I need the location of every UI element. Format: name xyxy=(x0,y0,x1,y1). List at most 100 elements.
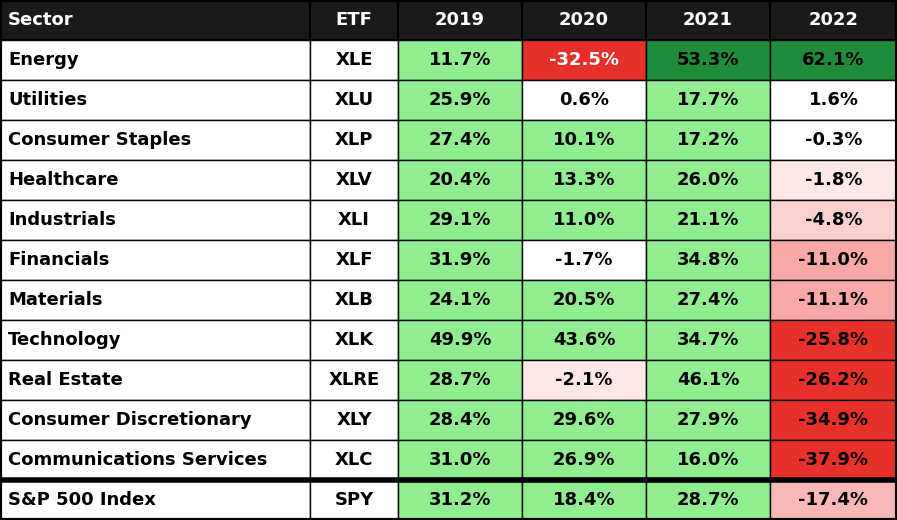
Bar xyxy=(0,0,310,40)
Bar xyxy=(770,120,897,160)
Bar xyxy=(770,40,897,80)
Text: Consumer Staples: Consumer Staples xyxy=(8,131,191,149)
Bar xyxy=(770,280,897,320)
Text: XLI: XLI xyxy=(338,211,370,229)
Bar xyxy=(770,200,897,240)
Bar xyxy=(646,280,770,320)
Text: Sector: Sector xyxy=(8,11,74,29)
Bar xyxy=(770,400,897,440)
Bar xyxy=(310,120,398,160)
Bar xyxy=(310,480,398,520)
Bar xyxy=(770,160,897,200)
Text: XLY: XLY xyxy=(336,411,372,429)
Text: 29.1%: 29.1% xyxy=(429,211,492,229)
Bar xyxy=(310,40,398,80)
Text: 46.1%: 46.1% xyxy=(676,371,739,389)
Text: 25.9%: 25.9% xyxy=(429,91,492,109)
Bar xyxy=(646,200,770,240)
Text: Consumer Discretionary: Consumer Discretionary xyxy=(8,411,252,429)
Bar xyxy=(310,280,398,320)
Bar xyxy=(522,0,646,40)
Text: Industrials: Industrials xyxy=(8,211,116,229)
Bar xyxy=(398,240,522,280)
Bar xyxy=(522,400,646,440)
Text: 2019: 2019 xyxy=(435,11,485,29)
Text: 31.2%: 31.2% xyxy=(429,491,492,509)
Text: 2021: 2021 xyxy=(683,11,733,29)
Bar xyxy=(310,400,398,440)
Bar xyxy=(310,0,398,40)
Text: XLC: XLC xyxy=(335,451,373,469)
Bar xyxy=(646,480,770,520)
Bar xyxy=(0,280,310,320)
Bar xyxy=(0,160,310,200)
Text: -26.2%: -26.2% xyxy=(798,371,868,389)
Bar xyxy=(0,80,310,120)
Text: XLF: XLF xyxy=(335,251,373,269)
Bar xyxy=(646,160,770,200)
Text: 17.2%: 17.2% xyxy=(676,131,739,149)
Bar xyxy=(522,120,646,160)
Bar xyxy=(522,360,646,400)
Text: -1.7%: -1.7% xyxy=(555,251,613,269)
Bar xyxy=(522,80,646,120)
Text: 11.0%: 11.0% xyxy=(553,211,615,229)
Bar xyxy=(0,120,310,160)
Bar xyxy=(310,240,398,280)
Text: 26.0%: 26.0% xyxy=(676,171,739,189)
Text: -2.1%: -2.1% xyxy=(555,371,613,389)
Text: -0.3%: -0.3% xyxy=(805,131,862,149)
Bar xyxy=(522,280,646,320)
Text: XLP: XLP xyxy=(335,131,373,149)
Text: -32.5%: -32.5% xyxy=(549,51,619,69)
Bar xyxy=(398,80,522,120)
Bar xyxy=(522,240,646,280)
Bar xyxy=(646,320,770,360)
Text: 28.7%: 28.7% xyxy=(429,371,492,389)
Text: Healthcare: Healthcare xyxy=(8,171,118,189)
Bar xyxy=(646,240,770,280)
Text: 34.7%: 34.7% xyxy=(676,331,739,349)
Text: XLV: XLV xyxy=(335,171,372,189)
Text: 1.6%: 1.6% xyxy=(808,91,858,109)
Text: Financials: Financials xyxy=(8,251,109,269)
Text: 49.9%: 49.9% xyxy=(429,331,492,349)
Text: XLRE: XLRE xyxy=(328,371,379,389)
Text: 10.1%: 10.1% xyxy=(553,131,615,149)
Text: SPY: SPY xyxy=(335,491,374,509)
Bar xyxy=(646,0,770,40)
Text: 53.3%: 53.3% xyxy=(676,51,739,69)
Bar xyxy=(646,80,770,120)
Bar xyxy=(0,200,310,240)
Bar xyxy=(398,160,522,200)
Text: Energy: Energy xyxy=(8,51,79,69)
Text: 26.9%: 26.9% xyxy=(553,451,615,469)
Bar xyxy=(522,480,646,520)
Bar xyxy=(0,480,310,520)
Text: 20.5%: 20.5% xyxy=(553,291,615,309)
Bar xyxy=(0,320,310,360)
Bar xyxy=(0,240,310,280)
Bar xyxy=(0,40,310,80)
Text: -1.8%: -1.8% xyxy=(805,171,862,189)
Text: 2020: 2020 xyxy=(559,11,609,29)
Bar xyxy=(646,120,770,160)
Bar xyxy=(398,200,522,240)
Bar xyxy=(646,40,770,80)
Text: -11.1%: -11.1% xyxy=(798,291,868,309)
Text: XLU: XLU xyxy=(335,91,373,109)
Bar xyxy=(522,200,646,240)
Bar xyxy=(398,320,522,360)
Bar xyxy=(770,0,897,40)
Text: 43.6%: 43.6% xyxy=(553,331,615,349)
Text: 27.4%: 27.4% xyxy=(429,131,492,149)
Text: 17.7%: 17.7% xyxy=(676,91,739,109)
Text: 27.9%: 27.9% xyxy=(676,411,739,429)
Bar xyxy=(770,480,897,520)
Text: 21.1%: 21.1% xyxy=(676,211,739,229)
Bar xyxy=(310,320,398,360)
Bar xyxy=(770,80,897,120)
Bar xyxy=(646,400,770,440)
Text: 20.4%: 20.4% xyxy=(429,171,492,189)
Text: XLK: XLK xyxy=(335,331,373,349)
